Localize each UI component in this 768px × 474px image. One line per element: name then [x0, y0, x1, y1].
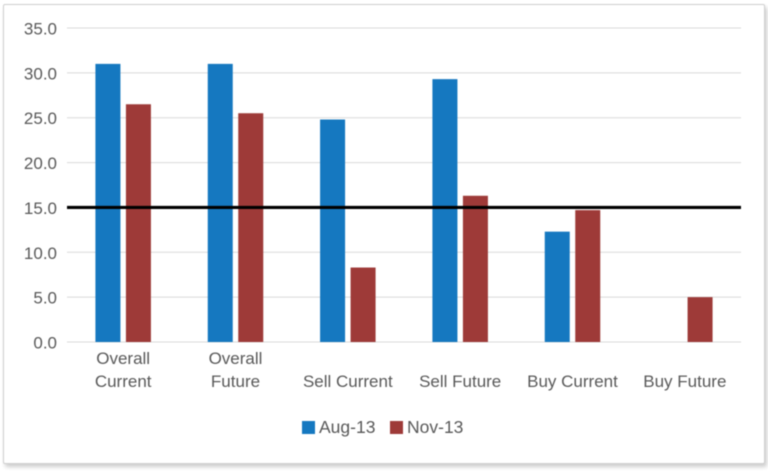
svg-text:Nov-13: Nov-13 [407, 417, 463, 437]
svg-text:0.0: 0.0 [33, 334, 57, 353]
svg-text:Overall: Overall [96, 349, 150, 368]
svg-text:Buy Future: Buy Future [643, 372, 726, 391]
svg-text:Sell Future: Sell Future [419, 372, 501, 391]
svg-text:Overall: Overall [209, 349, 263, 368]
svg-text:35.0: 35.0 [24, 20, 57, 39]
svg-text:Future: Future [211, 372, 260, 391]
svg-text:20.0: 20.0 [24, 154, 57, 173]
svg-text:Current: Current [95, 372, 152, 391]
svg-text:30.0: 30.0 [24, 64, 57, 83]
svg-text:15.0: 15.0 [24, 199, 57, 218]
svg-text:Buy Current: Buy Current [527, 372, 618, 391]
svg-text:10.0: 10.0 [24, 244, 57, 263]
svg-text:25.0: 25.0 [24, 109, 57, 128]
svg-text:5.0: 5.0 [33, 289, 57, 308]
svg-text:Sell Current: Sell Current [303, 372, 393, 391]
svg-text:Aug-13: Aug-13 [319, 417, 375, 437]
